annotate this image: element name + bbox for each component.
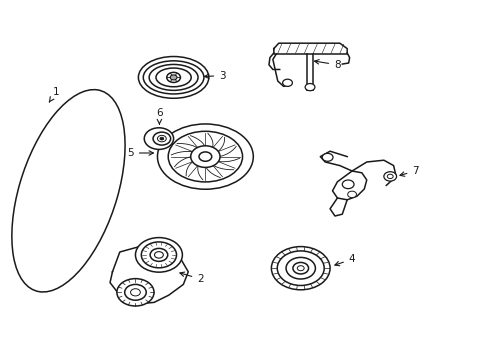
Text: 8: 8 (314, 60, 340, 70)
Text: 3: 3 (204, 71, 225, 81)
Text: 2: 2 (180, 272, 203, 284)
Circle shape (135, 238, 182, 272)
Circle shape (150, 248, 167, 261)
Circle shape (124, 284, 146, 300)
Text: 1: 1 (49, 87, 60, 102)
Circle shape (347, 191, 356, 198)
Text: 5: 5 (127, 148, 153, 158)
Ellipse shape (168, 131, 242, 182)
Circle shape (285, 257, 315, 279)
Ellipse shape (14, 91, 123, 291)
Circle shape (190, 146, 220, 167)
Polygon shape (332, 171, 366, 200)
Text: 4: 4 (334, 254, 355, 266)
Circle shape (130, 289, 140, 296)
Ellipse shape (157, 124, 253, 189)
Circle shape (117, 279, 154, 306)
Text: 6: 6 (156, 108, 163, 124)
Circle shape (297, 266, 304, 271)
Ellipse shape (15, 92, 122, 290)
Ellipse shape (143, 61, 203, 94)
Circle shape (153, 132, 170, 145)
Circle shape (157, 135, 166, 142)
Circle shape (342, 180, 353, 189)
Circle shape (170, 75, 177, 80)
Circle shape (277, 251, 324, 285)
Circle shape (141, 242, 176, 268)
Polygon shape (110, 247, 188, 304)
Circle shape (160, 137, 163, 140)
Circle shape (322, 153, 332, 161)
Ellipse shape (149, 64, 198, 90)
Circle shape (154, 252, 163, 258)
Text: 7: 7 (399, 166, 418, 176)
Circle shape (166, 72, 180, 82)
Circle shape (271, 247, 329, 290)
Ellipse shape (12, 90, 125, 292)
Circle shape (386, 174, 392, 179)
Polygon shape (273, 43, 346, 54)
Circle shape (305, 84, 314, 91)
Ellipse shape (156, 68, 191, 87)
Ellipse shape (138, 57, 208, 98)
Circle shape (144, 128, 173, 149)
Circle shape (383, 172, 396, 181)
Circle shape (282, 79, 292, 86)
Circle shape (199, 152, 211, 161)
Circle shape (292, 262, 308, 274)
